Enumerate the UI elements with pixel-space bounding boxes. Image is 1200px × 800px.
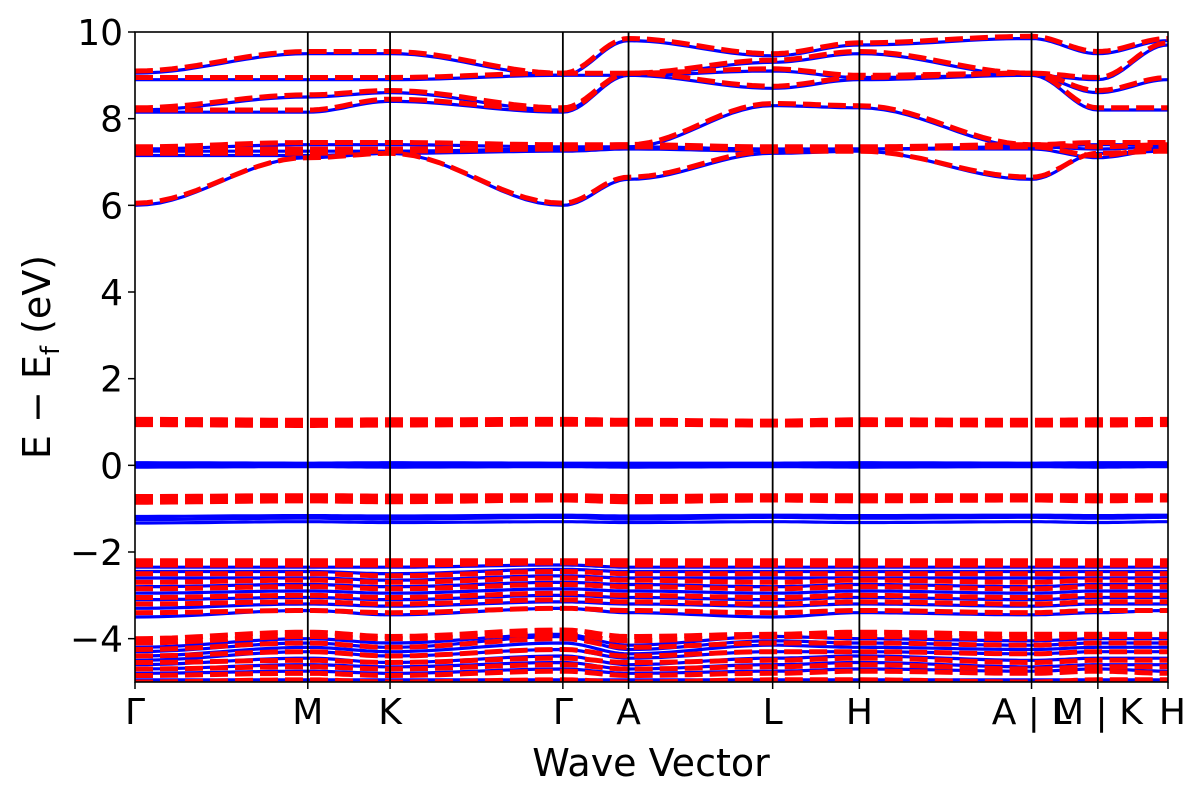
blue-band-line	[135, 513, 1168, 519]
red-band-line	[135, 70, 1168, 113]
red-band-line	[135, 597, 1168, 607]
red-band-line	[135, 66, 1168, 111]
y-axis-ticks: 10 8 6 4 2 0 −2 −4	[70, 13, 135, 661]
x-tick-label: H	[1159, 692, 1186, 733]
y-tick-label: 4	[100, 273, 123, 314]
red-band-line	[135, 575, 1168, 585]
y-tick-label: 2	[100, 360, 123, 401]
y-tick-label: −4	[70, 620, 123, 661]
x-tick-label: A | L	[992, 692, 1072, 733]
red-band-line	[135, 636, 1168, 652]
band-series-layer	[135, 33, 1168, 682]
red-band-line	[135, 655, 1168, 665]
red-band-line	[135, 605, 1168, 616]
x-tick-label: L	[763, 692, 783, 733]
y-tick-label: 6	[100, 186, 123, 227]
red-band-line	[135, 416, 1168, 424]
red-band-line	[135, 646, 1168, 659]
x-tick-label: A	[616, 692, 641, 733]
x-tick-label: M	[292, 692, 323, 733]
x-tick-label: Γ	[125, 692, 145, 733]
blue-band-line	[135, 461, 1168, 465]
red-band-line	[135, 40, 1168, 81]
blue-band-line	[135, 641, 1168, 658]
high-symmetry-lines	[306, 32, 1099, 682]
red-band-series	[135, 33, 1168, 682]
red-band-line	[135, 582, 1168, 592]
y-axis-title-unit: (eV)	[15, 255, 59, 346]
y-axis-title-main: E − E	[15, 355, 59, 459]
blue-band-line	[135, 36, 1168, 77]
red-band-line	[135, 560, 1168, 568]
y-axis-title: E − Ef (eV)	[15, 255, 66, 459]
red-band-line	[135, 590, 1168, 600]
y-axis-title-subscript: f	[36, 345, 66, 355]
red-band-line	[135, 569, 1168, 579]
x-axis-title: Wave Vector	[532, 741, 770, 785]
x-tick-label: Γ	[553, 692, 573, 733]
red-band-line	[135, 668, 1168, 678]
blue-band-line	[135, 465, 1168, 469]
blue-band-line	[135, 515, 1168, 522]
x-tick-label: M | K	[1053, 692, 1144, 733]
red-band-line	[135, 101, 1168, 150]
y-tick-label: 8	[100, 100, 123, 141]
x-tick-label: K	[378, 692, 403, 733]
y-tick-label: −2	[70, 533, 123, 574]
y-tick-label: 0	[100, 446, 123, 487]
red-band-line	[135, 662, 1168, 672]
red-band-line	[135, 631, 1168, 646]
plot-frame	[134, 31, 1169, 683]
y-tick-label: 10	[77, 13, 123, 54]
blue-band-line	[135, 587, 1168, 595]
x-tick-label: H	[846, 692, 873, 733]
red-band-line	[135, 148, 1168, 206]
red-band-line	[135, 33, 1168, 76]
red-band-line	[135, 493, 1168, 499]
x-axis-ticks: Γ M K Γ A L H A | LM | K H	[125, 682, 1186, 733]
red-band-line	[135, 627, 1168, 642]
red-band-line	[135, 677, 1168, 682]
blue-band-line	[135, 520, 1168, 525]
